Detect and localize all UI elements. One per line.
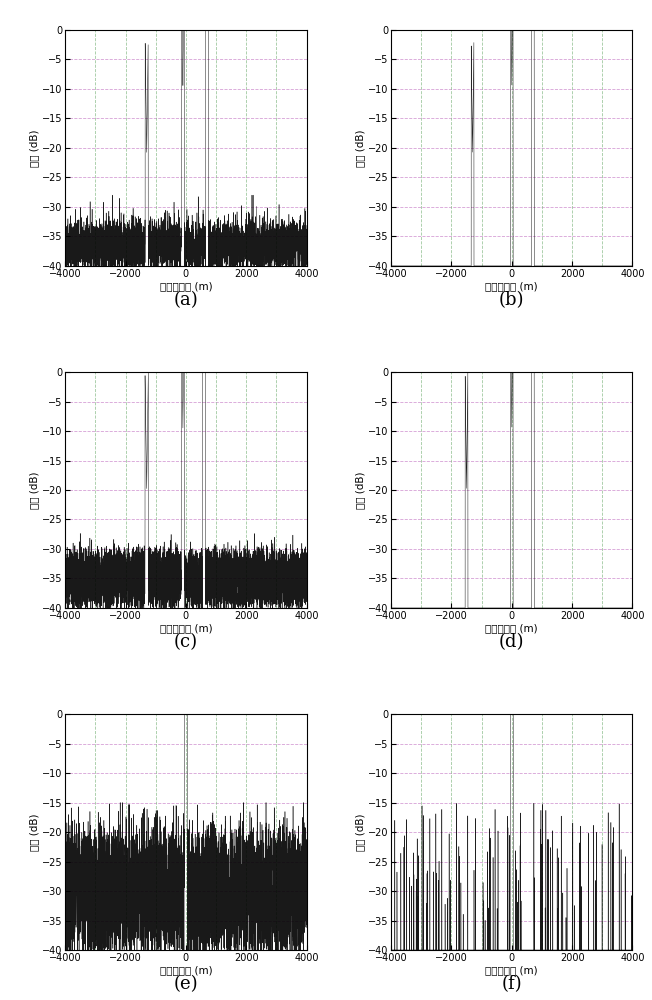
Y-axis label: 幅値 (dB): 幅値 (dB): [355, 813, 365, 851]
Text: (e): (e): [173, 975, 198, 993]
Y-axis label: 幅値 (dB): 幅値 (dB): [355, 129, 365, 167]
X-axis label: 方位向坐标 (m): 方位向坐标 (m): [486, 281, 538, 291]
X-axis label: 方位向坐标 (m): 方位向坐标 (m): [160, 624, 212, 634]
Y-axis label: 幅値 (dB): 幅値 (dB): [29, 471, 39, 509]
Y-axis label: 幅値 (dB): 幅値 (dB): [29, 813, 39, 851]
Y-axis label: 幅値 (dB): 幅値 (dB): [355, 471, 365, 509]
Text: (b): (b): [499, 291, 524, 309]
X-axis label: 方位向坐标 (m): 方位向坐标 (m): [160, 966, 212, 976]
Text: (c): (c): [174, 633, 198, 651]
Text: (d): (d): [499, 633, 524, 651]
Text: (a): (a): [173, 291, 198, 309]
X-axis label: 方位向坐标 (m): 方位向坐标 (m): [486, 624, 538, 634]
X-axis label: 方位向坐标 (m): 方位向坐标 (m): [486, 966, 538, 976]
Y-axis label: 幅値 (dB): 幅値 (dB): [29, 129, 39, 167]
X-axis label: 方位向坐标 (m): 方位向坐标 (m): [160, 281, 212, 291]
Text: (f): (f): [501, 975, 522, 993]
